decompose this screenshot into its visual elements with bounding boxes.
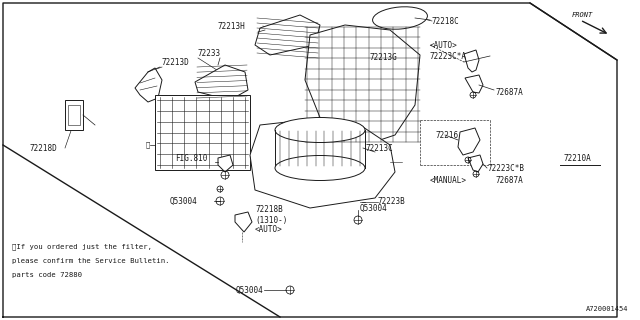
Text: <AUTO>: <AUTO>	[430, 41, 458, 50]
Text: 72213D: 72213D	[162, 58, 189, 67]
Text: Q53004: Q53004	[170, 196, 198, 205]
Text: (1310-): (1310-)	[255, 215, 287, 225]
Polygon shape	[255, 15, 320, 55]
Polygon shape	[305, 25, 420, 145]
Text: 72687A: 72687A	[495, 87, 523, 97]
Text: Q53004: Q53004	[360, 204, 388, 212]
Text: 72223B: 72223B	[378, 197, 406, 206]
FancyBboxPatch shape	[68, 105, 80, 125]
Text: FIG.810: FIG.810	[175, 154, 207, 163]
Text: 72216: 72216	[435, 131, 458, 140]
Polygon shape	[465, 75, 483, 93]
Text: parts code 72880: parts code 72880	[12, 272, 82, 278]
Text: A720001454: A720001454	[586, 306, 628, 312]
Text: 72213G: 72213G	[370, 52, 397, 61]
Text: 72213H: 72213H	[218, 21, 246, 30]
Text: 72223C*A: 72223C*A	[430, 52, 467, 60]
Polygon shape	[464, 50, 479, 72]
Text: Q53004: Q53004	[236, 285, 264, 294]
Text: ※: ※	[146, 142, 150, 148]
Text: 72218D: 72218D	[30, 143, 58, 153]
Polygon shape	[458, 128, 480, 155]
Text: 72218B: 72218B	[255, 205, 283, 214]
Text: 72213C: 72213C	[365, 143, 393, 153]
Text: 72223C*B: 72223C*B	[488, 164, 525, 172]
Polygon shape	[135, 68, 162, 102]
Text: 72218C: 72218C	[432, 17, 460, 26]
Ellipse shape	[372, 7, 428, 29]
FancyBboxPatch shape	[155, 95, 250, 170]
Text: <MANUAL>: <MANUAL>	[430, 175, 467, 185]
Polygon shape	[195, 65, 248, 100]
Text: FRONT: FRONT	[572, 12, 593, 18]
Text: 72687A: 72687A	[496, 175, 524, 185]
Text: 72210A: 72210A	[564, 154, 592, 163]
Polygon shape	[235, 212, 252, 232]
FancyBboxPatch shape	[65, 100, 83, 130]
Ellipse shape	[275, 117, 365, 142]
Ellipse shape	[275, 156, 365, 180]
Text: ※If you ordered just the filter,: ※If you ordered just the filter,	[12, 244, 152, 250]
Text: please confirm the Service Bulletin.: please confirm the Service Bulletin.	[12, 258, 170, 264]
Text: 72233: 72233	[198, 49, 221, 58]
Polygon shape	[250, 120, 395, 208]
Polygon shape	[468, 155, 483, 172]
Polygon shape	[218, 155, 233, 172]
Text: <AUTO>: <AUTO>	[255, 226, 283, 235]
